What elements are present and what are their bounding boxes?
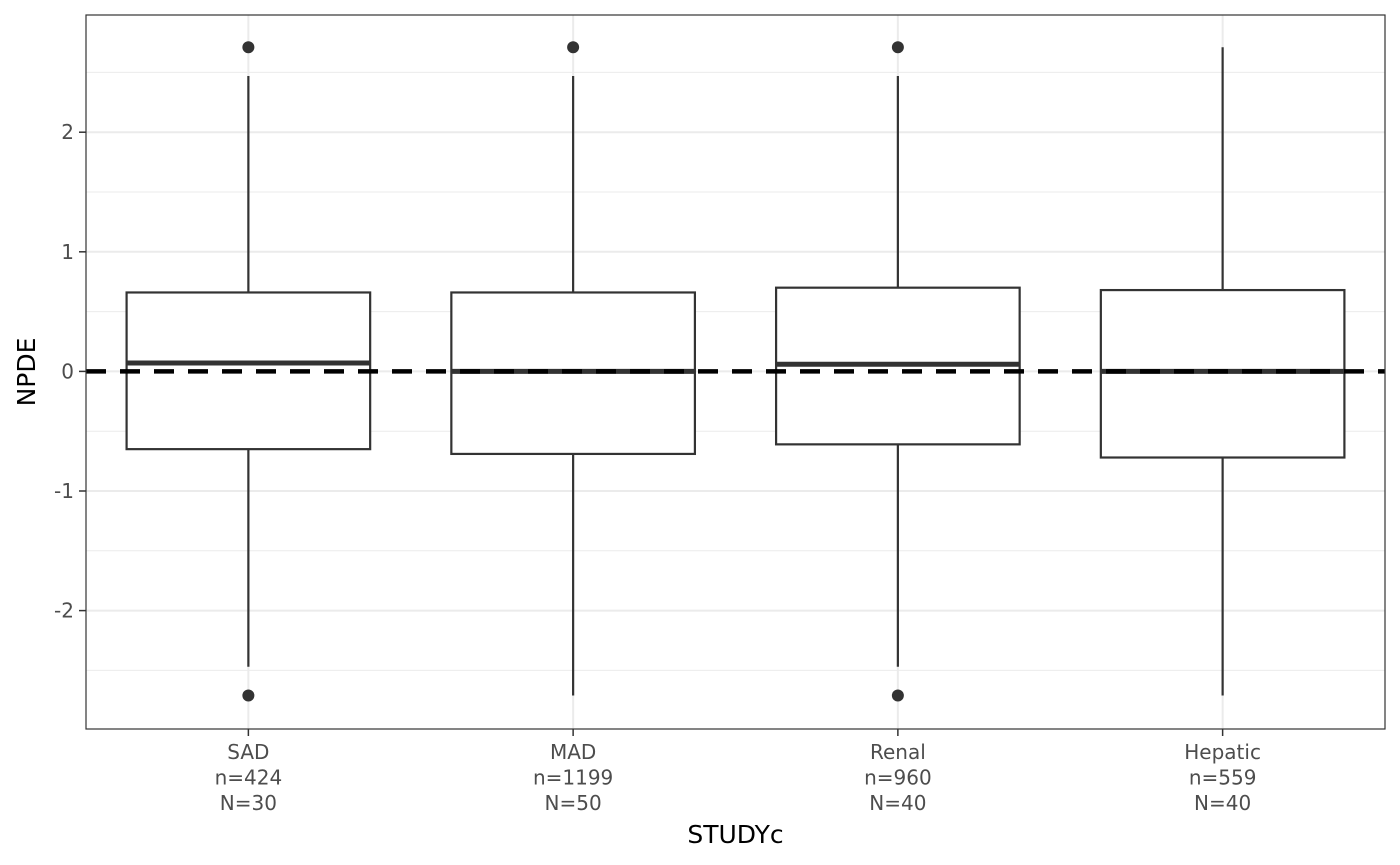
x-tick-label-line: SAD [227, 740, 269, 764]
y-axis-title: NPDE [12, 338, 41, 407]
x-tick-label-line: Renal [870, 740, 926, 764]
x-tick-label-line: n=559 [1189, 766, 1257, 790]
y-tick-label: -2 [54, 599, 74, 623]
outlier-point [891, 689, 904, 702]
y-tick-label: 2 [61, 120, 74, 144]
x-tick-label-line: Hepatic [1184, 740, 1261, 764]
y-tick-label: -1 [54, 479, 74, 503]
x-tick-label-line: N=30 [220, 791, 277, 815]
box-group [1099, 47, 1346, 696]
x-tick-label-line: N=40 [1194, 791, 1251, 815]
outlier-point [242, 689, 255, 702]
x-tick-label-line: n=424 [215, 766, 283, 790]
x-tick-label: SAD n=424 N=30 [215, 740, 283, 815]
x-tick-label: Hepatic n=559 N=40 [1184, 740, 1261, 815]
x-axis-title: STUDYc [687, 820, 783, 849]
outlier-point [891, 41, 904, 54]
x-tick-label-line: n=960 [864, 766, 932, 790]
x-tick-label-line: n=1199 [533, 766, 613, 790]
y-axis: -2 -1 0 1 2 [54, 120, 86, 623]
box-group [774, 41, 1021, 702]
x-tick-label-line: N=50 [545, 791, 602, 815]
x-tick-label-line: N=40 [869, 791, 926, 815]
box-group [450, 41, 697, 696]
outlier-point [242, 41, 255, 54]
x-tick-label: MAD n=1199 N=50 [533, 740, 613, 815]
outlier-point [567, 41, 580, 54]
x-tick-label-line: MAD [550, 740, 596, 764]
y-tick-label: 0 [61, 359, 74, 383]
y-tick-label: 1 [61, 240, 74, 264]
x-tick-label: Renal n=960 N=40 [864, 740, 932, 815]
